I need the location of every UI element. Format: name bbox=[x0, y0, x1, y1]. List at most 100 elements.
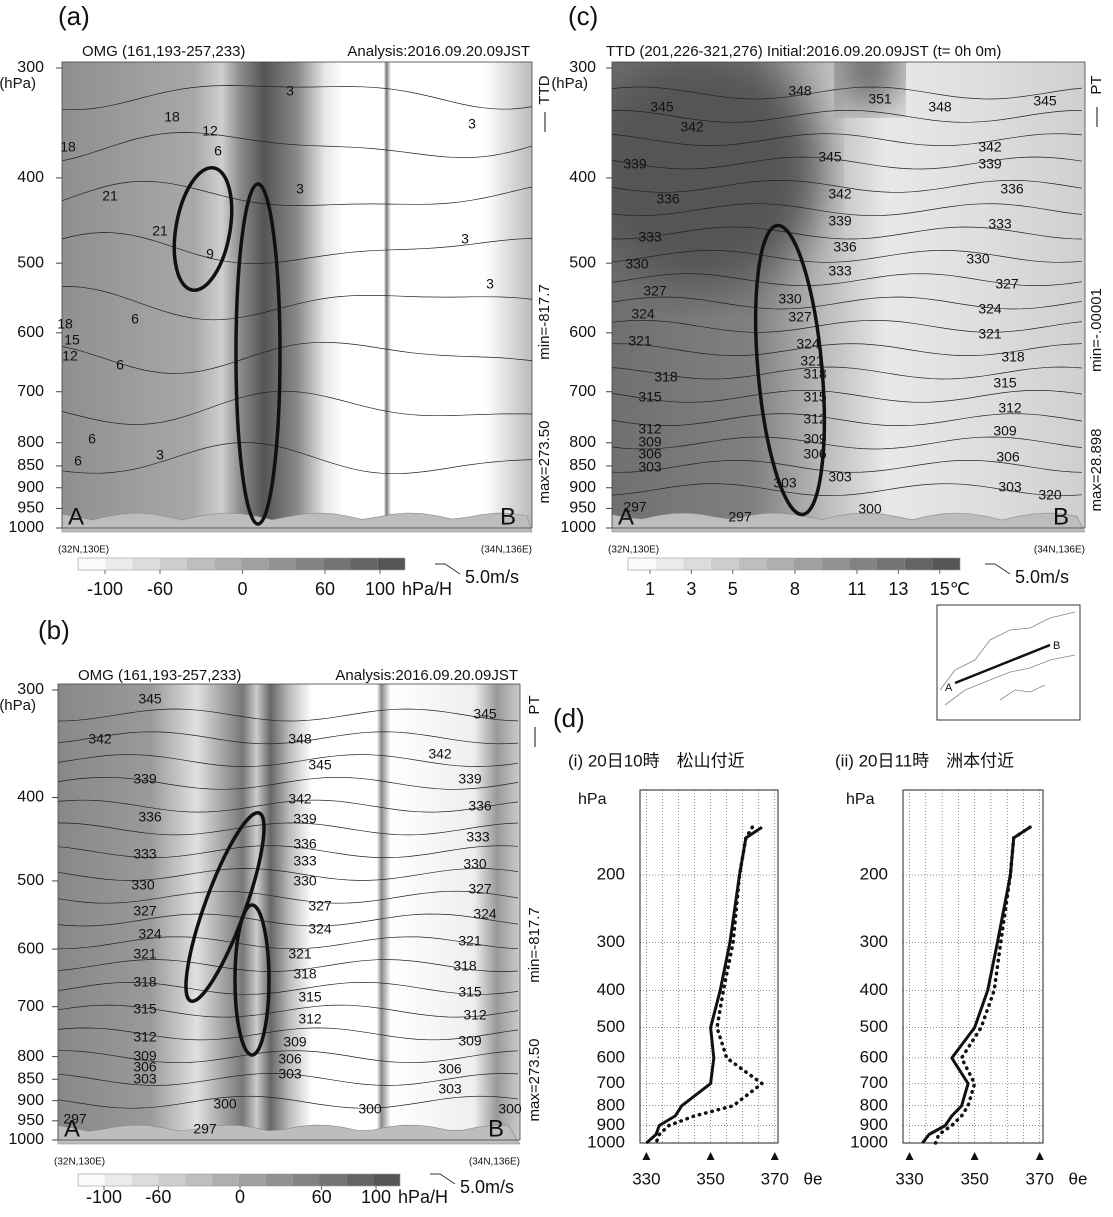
contour-label: 327 bbox=[995, 276, 1019, 292]
colorbar-segment bbox=[292, 1174, 320, 1186]
contour-label: 312 bbox=[803, 411, 827, 427]
contour-label: 339 bbox=[828, 213, 852, 229]
section-line bbox=[954, 643, 1051, 685]
isoline bbox=[57, 776, 519, 790]
isoline bbox=[611, 203, 1083, 217]
y-tick-label: 950 bbox=[569, 500, 596, 517]
y-tick-label: 300 bbox=[17, 59, 44, 76]
contour-label: 342 bbox=[428, 746, 452, 762]
isoline bbox=[57, 1004, 519, 1018]
sounding-chart: (ii) 20日11時 洲本付近 hPa θe 200 300 400 500 600 700 8… bbox=[835, 751, 1087, 1188]
shading bbox=[58, 684, 520, 1140]
y-tick-label: 400 bbox=[597, 980, 625, 999]
x-tick-label: 350 bbox=[696, 1169, 724, 1188]
contour-label: 330 bbox=[625, 256, 649, 272]
corner-label: (32N,130E) bbox=[58, 545, 109, 556]
isoline bbox=[611, 390, 1083, 403]
isoline bbox=[611, 296, 1083, 310]
corner-label: (32N,130E) bbox=[54, 1157, 105, 1168]
panel-title-right: Analysis:2016.09.20.09JST bbox=[335, 667, 518, 684]
contour-label: 351 bbox=[868, 91, 892, 107]
profile-line bbox=[921, 825, 1031, 1144]
contour-label: 3 bbox=[156, 447, 164, 463]
section-point: B bbox=[1053, 503, 1069, 530]
isoline bbox=[61, 180, 533, 206]
isoline bbox=[611, 156, 1083, 170]
colorbar-segment bbox=[877, 558, 905, 570]
y-axis-label: hPa bbox=[846, 791, 875, 808]
contour-label: 345 bbox=[138, 691, 162, 707]
corner-label: (32N,130E) bbox=[608, 545, 659, 556]
colorbar-tick-label: 11 bbox=[848, 579, 867, 599]
colorbar-tick-label: 0 bbox=[237, 579, 247, 599]
y-tick-label: 800 bbox=[860, 1095, 888, 1114]
isoline bbox=[61, 286, 533, 321]
contour-label: 303 bbox=[133, 1071, 157, 1087]
isoline bbox=[611, 249, 1083, 263]
colorbar-tick-label: 60 bbox=[315, 579, 335, 599]
contour-label: 336 bbox=[656, 191, 680, 207]
contour-label: 303 bbox=[638, 459, 662, 475]
panel-label: (d) bbox=[553, 703, 585, 733]
x-tick bbox=[1035, 1152, 1044, 1160]
contour-label: 330 bbox=[966, 251, 990, 267]
y-tick-label: 500 bbox=[860, 1017, 888, 1036]
y-axis-label: hPa bbox=[578, 791, 607, 808]
isoline bbox=[57, 936, 519, 950]
contour-label: 336 bbox=[138, 809, 162, 825]
shading bbox=[62, 62, 532, 528]
side-label: max=273.50 bbox=[536, 421, 553, 504]
colorbar-tick-label: -100 bbox=[86, 1187, 122, 1207]
colorbar-tick-label: -100 bbox=[87, 579, 123, 599]
plot-frame bbox=[902, 789, 1044, 1144]
colorbar-frame bbox=[627, 557, 961, 571]
colorbar-segment bbox=[131, 1174, 159, 1186]
contour-label: 318 bbox=[1001, 349, 1025, 365]
contour-label: 309 bbox=[133, 1048, 157, 1064]
colorbar-tick-label: 0 bbox=[235, 1187, 245, 1207]
contour-label: 339 bbox=[623, 156, 647, 172]
y-tick-label: 700 bbox=[17, 998, 44, 1015]
colorbar-segment bbox=[104, 1174, 132, 1186]
colorbar-tick-label: 8 bbox=[790, 579, 800, 599]
y-tick-label: 850 bbox=[569, 457, 596, 474]
isoline bbox=[611, 226, 1083, 240]
colorbar-unit: hPa/H bbox=[398, 1187, 448, 1207]
contour-label: 297 bbox=[623, 499, 647, 515]
isoline bbox=[57, 1073, 519, 1086]
highlight-ellipse bbox=[234, 182, 282, 526]
contour-label: 18 bbox=[164, 109, 180, 125]
side-label: max=28.898 bbox=[1088, 429, 1105, 512]
section-point: A bbox=[618, 503, 634, 530]
contour-label: 312 bbox=[998, 400, 1022, 416]
contour-label: 333 bbox=[638, 229, 662, 245]
isoline bbox=[611, 483, 1083, 497]
contour-label: 315 bbox=[638, 389, 662, 405]
colorbar-segment bbox=[794, 558, 822, 570]
highlight-ellipse bbox=[753, 223, 827, 517]
contour-label: 18 bbox=[60, 139, 76, 155]
contour-label: 318 bbox=[133, 974, 157, 990]
contour-label: 345 bbox=[473, 706, 497, 722]
y-tick-label: 600 bbox=[597, 1047, 625, 1066]
colorbar-tick-label: 100 bbox=[361, 1187, 391, 1207]
panel-label: (b) bbox=[38, 615, 70, 645]
y-tick-label: 500 bbox=[17, 254, 44, 271]
contour-label: 333 bbox=[133, 846, 157, 862]
contour-label: 6 bbox=[88, 431, 96, 447]
y-tick-label: 700 bbox=[569, 383, 596, 400]
y-tick-label: 700 bbox=[860, 1073, 888, 1092]
contour-label: 309 bbox=[993, 423, 1017, 439]
contour-label: 309 bbox=[638, 434, 662, 450]
y-unit: (hPa) bbox=[0, 697, 36, 714]
contour-label: 330 bbox=[131, 877, 155, 893]
y-tick-label: 850 bbox=[17, 1070, 44, 1087]
y-tick-label: 1000 bbox=[8, 519, 44, 536]
y-tick-label: 300 bbox=[569, 59, 596, 76]
y-tick-label: 400 bbox=[17, 789, 44, 806]
contour-label: 3 bbox=[468, 116, 476, 132]
y-tick-label: 900 bbox=[17, 1092, 44, 1109]
y-tick-label: 900 bbox=[569, 479, 596, 496]
